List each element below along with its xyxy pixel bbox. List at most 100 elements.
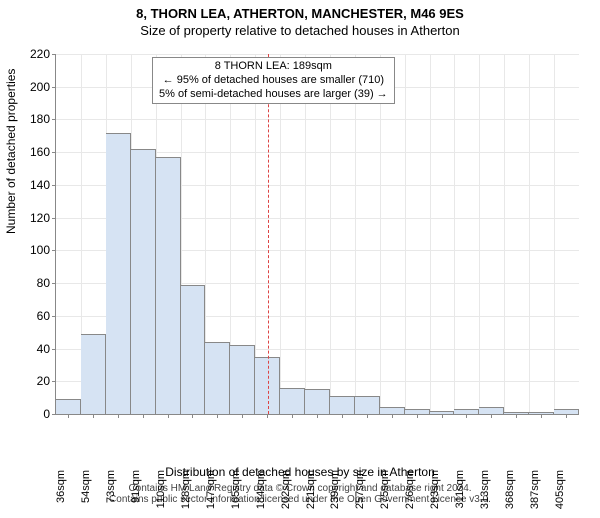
title-address: 8, THORN LEA, ATHERTON, MANCHESTER, M46 … [0, 6, 600, 21]
xtick-label: 54sqm [80, 470, 92, 518]
xtick-mark [392, 414, 393, 418]
ytick-label: 140 [20, 178, 50, 192]
xtick-mark [417, 414, 418, 418]
histogram-bar [355, 396, 380, 414]
xtick-label: 147sqm [205, 470, 217, 518]
xtick-label: 165sqm [230, 470, 242, 518]
histogram-bar [330, 396, 355, 414]
xtick-mark [192, 414, 193, 418]
xtick-mark [342, 414, 343, 418]
histogram-bar [205, 342, 230, 414]
gridline-v [454, 54, 455, 414]
xtick-mark [168, 414, 169, 418]
xtick-label: 239sqm [329, 470, 341, 518]
xtick-mark [242, 414, 243, 418]
gridline-v [430, 54, 431, 414]
xtick-label: 128sqm [180, 470, 192, 518]
gridline-v [305, 54, 306, 414]
xtick-mark [516, 414, 517, 418]
ytick-label: 200 [20, 80, 50, 94]
xtick-label: 184sqm [255, 470, 267, 518]
ytick-mark [52, 316, 56, 317]
histogram-bar [181, 285, 206, 414]
xtick-mark [143, 414, 144, 418]
xtick-label: 73sqm [105, 470, 117, 518]
xtick-mark [367, 414, 368, 418]
ytick-label: 160 [20, 145, 50, 159]
xtick-label: 221sqm [305, 470, 317, 518]
ytick-label: 20 [20, 374, 50, 388]
ytick-label: 0 [20, 407, 50, 421]
xtick-mark [566, 414, 567, 418]
xtick-label: 110sqm [155, 470, 167, 518]
xtick-mark [491, 414, 492, 418]
annotation-line2: ← 95% of detached houses are smaller (71… [159, 74, 388, 88]
annotation-line1: 8 THORN LEA: 189sqm [159, 60, 388, 74]
gridline-v [380, 54, 381, 414]
gridline-v [355, 54, 356, 414]
ytick-mark [52, 250, 56, 251]
xtick-mark [68, 414, 69, 418]
ytick-mark [52, 283, 56, 284]
ytick-mark [52, 218, 56, 219]
xtick-mark [541, 414, 542, 418]
xtick-label: 313sqm [479, 470, 491, 518]
ytick-mark [52, 87, 56, 88]
xtick-label: 91sqm [130, 470, 142, 518]
ytick-mark [52, 119, 56, 120]
xtick-label: 276sqm [404, 470, 416, 518]
xtick-label: 368sqm [504, 470, 516, 518]
xtick-label: 202sqm [280, 470, 292, 518]
histogram-bar [56, 399, 81, 414]
ytick-mark [52, 185, 56, 186]
reference-line [268, 54, 269, 414]
ytick-label: 220 [20, 47, 50, 61]
xtick-label: 275sqm [379, 470, 391, 518]
gridline-h [56, 119, 579, 120]
ytick-mark [52, 349, 56, 350]
title-subtitle: Size of property relative to detached ho… [0, 23, 600, 38]
xtick-label: 387sqm [529, 470, 541, 518]
histogram-bar [305, 389, 330, 414]
ytick-label: 100 [20, 243, 50, 257]
xtick-label: 36sqm [55, 470, 67, 518]
xtick-mark [93, 414, 94, 418]
ytick-mark [52, 152, 56, 153]
xtick-mark [442, 414, 443, 418]
xtick-mark [466, 414, 467, 418]
ytick-label: 80 [20, 276, 50, 290]
ytick-label: 120 [20, 211, 50, 225]
ytick-mark [52, 54, 56, 55]
xtick-mark [217, 414, 218, 418]
xtick-label: 293sqm [429, 470, 441, 518]
annotation-line3: 5% of semi-detached houses are larger (3… [159, 88, 388, 102]
xtick-label: 311sqm [454, 470, 466, 518]
xtick-mark [317, 414, 318, 418]
xtick-mark [118, 414, 119, 418]
ytick-label: 180 [20, 112, 50, 126]
histogram-bar [106, 133, 131, 414]
gridline-v [504, 54, 505, 414]
xtick-mark [292, 414, 293, 418]
y-axis-label: Number of detached properties [4, 69, 18, 234]
gridline-v [405, 54, 406, 414]
chart-area: 8 THORN LEA: 189sqm← 95% of detached hou… [55, 54, 578, 414]
histogram-bar [131, 149, 156, 414]
gridline-h [56, 54, 579, 55]
gridline-v [280, 54, 281, 414]
xtick-label: 405sqm [554, 470, 566, 518]
ytick-label: 60 [20, 309, 50, 323]
gridline-v [554, 54, 555, 414]
xtick-mark [267, 414, 268, 418]
histogram-bar [156, 157, 181, 414]
histogram-bar [81, 334, 106, 414]
xtick-label: 257sqm [354, 470, 366, 518]
gridline-v [479, 54, 480, 414]
ytick-mark [52, 381, 56, 382]
plot-region: 8 THORN LEA: 189sqm← 95% of detached hou… [55, 54, 579, 415]
histogram-bar [280, 388, 305, 414]
gridline-v [529, 54, 530, 414]
histogram-bar [230, 345, 255, 414]
annotation-box: 8 THORN LEA: 189sqm← 95% of detached hou… [152, 57, 395, 104]
ytick-label: 40 [20, 342, 50, 356]
